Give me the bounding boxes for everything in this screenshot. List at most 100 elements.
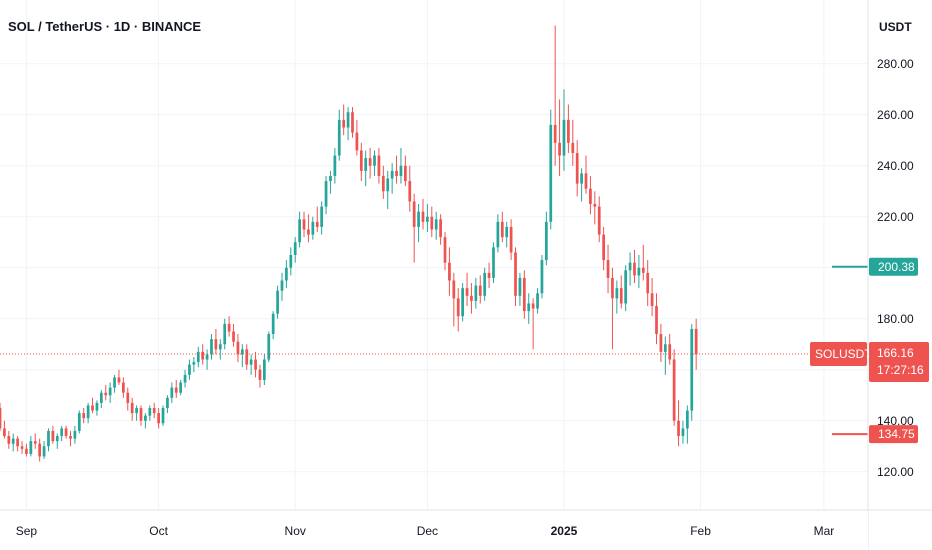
candle[interactable]: [99, 390, 103, 408]
candle[interactable]: [514, 247, 517, 306]
candle[interactable]: [337, 109, 341, 161]
candle[interactable]: [580, 168, 583, 202]
candle[interactable]: [333, 147, 337, 184]
candle[interactable]: [166, 395, 169, 414]
candle[interactable]: [73, 425, 77, 444]
candle[interactable]: [351, 107, 354, 138]
candle[interactable]: [589, 175, 592, 215]
candle[interactable]: [298, 211, 301, 248]
candle[interactable]: [540, 255, 544, 299]
candle[interactable]: [104, 385, 108, 401]
candle[interactable]: [218, 339, 222, 360]
candle[interactable]: [355, 119, 359, 156]
candle[interactable]: [289, 247, 293, 276]
candle[interactable]: [685, 405, 689, 444]
candle[interactable]: [505, 221, 509, 248]
candle[interactable]: [492, 242, 495, 284]
candle[interactable]: [461, 283, 465, 322]
candle[interactable]: [25, 443, 28, 457]
candle[interactable]: [64, 425, 68, 439]
candle[interactable]: [210, 334, 213, 360]
candle[interactable]: [329, 170, 332, 194]
candle[interactable]: [443, 232, 447, 271]
candle[interactable]: [11, 433, 15, 452]
candle[interactable]: [536, 288, 539, 314]
candle[interactable]: [575, 140, 579, 197]
candle[interactable]: [487, 262, 491, 289]
candle[interactable]: [395, 155, 398, 184]
candle[interactable]: [518, 272, 522, 306]
candle[interactable]: [368, 147, 372, 179]
candle[interactable]: [659, 323, 663, 363]
candle[interactable]: [567, 104, 570, 153]
candle[interactable]: [364, 150, 368, 187]
candle[interactable]: [509, 219, 513, 261]
candle[interactable]: [320, 201, 324, 235]
candle[interactable]: [650, 277, 654, 317]
candle[interactable]: [496, 214, 500, 253]
candle[interactable]: [681, 420, 685, 444]
candle[interactable]: [448, 247, 451, 296]
candle[interactable]: [0, 402, 2, 431]
candle[interactable]: [262, 354, 266, 386]
candle[interactable]: [82, 408, 86, 424]
candle[interactable]: [544, 211, 548, 266]
candle[interactable]: [377, 147, 381, 184]
candle[interactable]: [86, 402, 90, 424]
candle[interactable]: [179, 379, 183, 396]
candle[interactable]: [315, 206, 319, 233]
candle[interactable]: [42, 441, 46, 459]
candle[interactable]: [258, 364, 262, 388]
candle[interactable]: [91, 397, 94, 414]
candle[interactable]: [249, 354, 253, 375]
candle[interactable]: [655, 293, 658, 345]
candle[interactable]: [33, 433, 37, 449]
candle[interactable]: [144, 413, 147, 429]
candle[interactable]: [196, 346, 200, 368]
candle[interactable]: [130, 397, 134, 421]
candle[interactable]: [615, 280, 619, 314]
candle[interactable]: [38, 438, 42, 462]
candle[interactable]: [293, 237, 297, 263]
candle[interactable]: [417, 204, 420, 243]
candle[interactable]: [245, 344, 249, 370]
candle[interactable]: [412, 193, 416, 263]
candle[interactable]: [108, 382, 112, 403]
candle[interactable]: [359, 142, 363, 182]
candle[interactable]: [280, 272, 284, 301]
candle[interactable]: [201, 344, 205, 365]
candle[interactable]: [223, 318, 227, 350]
candle[interactable]: [214, 328, 218, 355]
candle[interactable]: [694, 318, 698, 370]
candle[interactable]: [311, 216, 315, 240]
candle[interactable]: [232, 323, 235, 347]
candle[interactable]: [465, 272, 469, 306]
candle[interactable]: [240, 344, 244, 368]
candle[interactable]: [3, 420, 6, 439]
candle[interactable]: [677, 400, 680, 447]
candle[interactable]: [324, 175, 328, 215]
candle[interactable]: [483, 267, 487, 301]
candle[interactable]: [170, 382, 174, 403]
candle[interactable]: [474, 277, 478, 309]
candle[interactable]: [267, 331, 271, 363]
candle[interactable]: [500, 211, 504, 243]
candle[interactable]: [558, 99, 561, 176]
candle[interactable]: [430, 206, 434, 238]
candles-layer[interactable]: [0, 25, 698, 462]
candle[interactable]: [390, 163, 394, 194]
candle[interactable]: [342, 104, 346, 136]
candle[interactable]: [117, 369, 121, 386]
candle[interactable]: [571, 119, 575, 166]
candle[interactable]: [307, 214, 310, 243]
candle[interactable]: [672, 349, 676, 426]
candle[interactable]: [271, 311, 275, 340]
candle[interactable]: [126, 387, 130, 411]
candle[interactable]: [51, 425, 55, 444]
candle[interactable]: [386, 170, 390, 210]
candle[interactable]: [602, 226, 606, 271]
candle[interactable]: [188, 359, 191, 380]
candle[interactable]: [95, 400, 99, 416]
candle[interactable]: [452, 272, 456, 327]
candle[interactable]: [619, 275, 623, 309]
